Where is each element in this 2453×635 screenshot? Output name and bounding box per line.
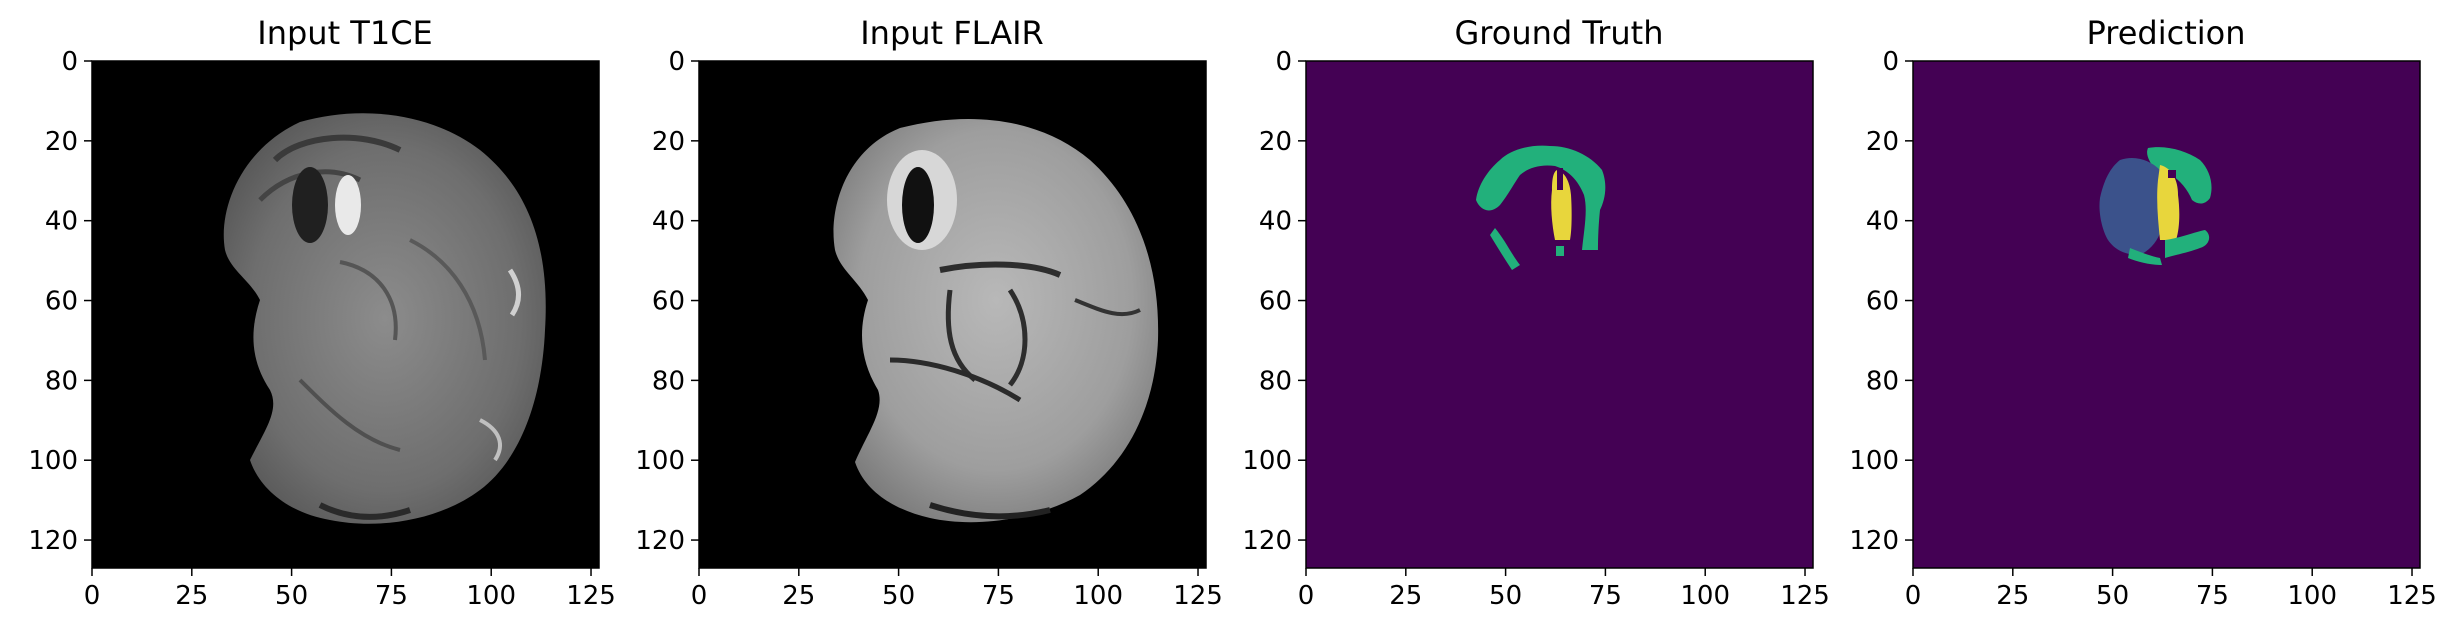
y-tick-label: 0 [1275,47,1292,77]
segmentation-pred [2099,147,2212,265]
axes-frame [698,60,1207,569]
x-tick-label: 75 [982,581,1015,611]
y-tick-label: 100 [28,446,78,476]
x-tick-label: 50 [275,581,308,611]
y-axis: 0 20 40 60 80 100 120 [28,47,92,556]
axes-frame [1912,60,2421,569]
panel-title: Input T1CE [257,14,433,52]
y-tick-label: 60 [652,287,685,317]
y-tick-label: 80 [652,366,685,396]
y-tick-label: 80 [1259,366,1292,396]
brain-scan-t1ce [223,113,546,524]
panel-title: Ground Truth [1455,14,1664,52]
y-tick-label: 80 [45,366,78,396]
x-tick-label: 125 [566,581,616,611]
x-tick-label: 100 [1073,581,1123,611]
x-tick-label: 25 [782,581,815,611]
panel-title: Prediction [2087,14,2246,52]
x-tick-label: 125 [1780,581,1830,611]
x-tick-label: 50 [1489,581,1522,611]
y-axis: 0 20 40 60 80 100 120 [1242,47,1306,556]
y-tick-label: 100 [1242,446,1292,476]
x-tick-label: 25 [1996,581,2029,611]
x-axis: 0 25 50 75 100 125 [1298,568,1830,611]
y-tick-label: 100 [635,446,685,476]
panel-t1ce: Input T1CE 0 25 50 75 100 125 0 20 40 60 80 100 120 [28,14,615,611]
y-tick-label: 120 [1242,526,1292,556]
x-tick-label: 125 [2387,581,2437,611]
x-tick-label: 50 [2096,581,2129,611]
y-tick-label: 40 [1866,207,1899,237]
x-tick-label: 75 [2196,581,2229,611]
y-tick-label: 120 [1849,526,1899,556]
y-tick-label: 40 [45,207,78,237]
x-tick-label: 0 [84,581,101,611]
x-tick-label: 100 [2287,581,2337,611]
y-tick-label: 100 [1849,446,1899,476]
x-axis: 0 25 50 75 100 125 [691,568,1223,611]
y-tick-label: 40 [652,207,685,237]
y-axis: 0 20 40 60 80 100 120 [635,47,699,556]
x-axis: 0 25 50 75 100 125 [1905,568,2437,611]
panel-gt: Ground Truth 0 25 50 75 100 125 0 20 40 60 80 100 1… [1242,14,1829,611]
x-tick-label: 100 [1680,581,1730,611]
x-tick-label: 0 [1298,581,1315,611]
y-tick-label: 0 [668,47,685,77]
image-area [1913,61,2420,568]
x-tick-label: 75 [375,581,408,611]
panel-pred: Prediction 0 25 50 75 100 125 0 20 40 60 80 100 120 [1849,14,2436,611]
y-tick-label: 120 [635,526,685,556]
y-tick-label: 20 [1259,127,1292,157]
y-tick-label: 60 [45,287,78,317]
panel-flair: Input FLAIR 0 25 50 75 100 125 0 20 40 60 80 100 12… [635,14,1222,611]
x-tick-label: 75 [1589,581,1622,611]
y-tick-label: 120 [28,526,78,556]
y-tick-label: 0 [1882,47,1899,77]
x-tick-label: 25 [1389,581,1422,611]
y-tick-label: 40 [1259,207,1292,237]
segmentation-gt [1476,145,1606,270]
panel-title: Input FLAIR [860,14,1044,52]
x-tick-label: 25 [175,581,208,611]
x-tick-label: 100 [466,581,516,611]
x-tick-label: 125 [1173,581,1223,611]
axes-frame [91,60,600,569]
y-tick-label: 0 [61,47,78,77]
image-area [1306,61,1813,568]
y-tick-label: 60 [1866,287,1899,317]
brain-scan-flair [833,118,1159,523]
x-tick-label: 50 [882,581,915,611]
y-tick-label: 20 [45,127,78,157]
y-tick-label: 20 [1866,127,1899,157]
y-tick-label: 60 [1259,287,1292,317]
x-tick-label: 0 [1905,581,1922,611]
axes-frame [1305,60,1814,569]
y-axis: 0 20 40 60 80 100 120 [1849,47,1913,556]
y-tick-label: 20 [652,127,685,157]
y-tick-label: 80 [1866,366,1899,396]
x-axis: 0 25 50 75 100 125 [84,568,616,611]
x-tick-label: 0 [691,581,708,611]
